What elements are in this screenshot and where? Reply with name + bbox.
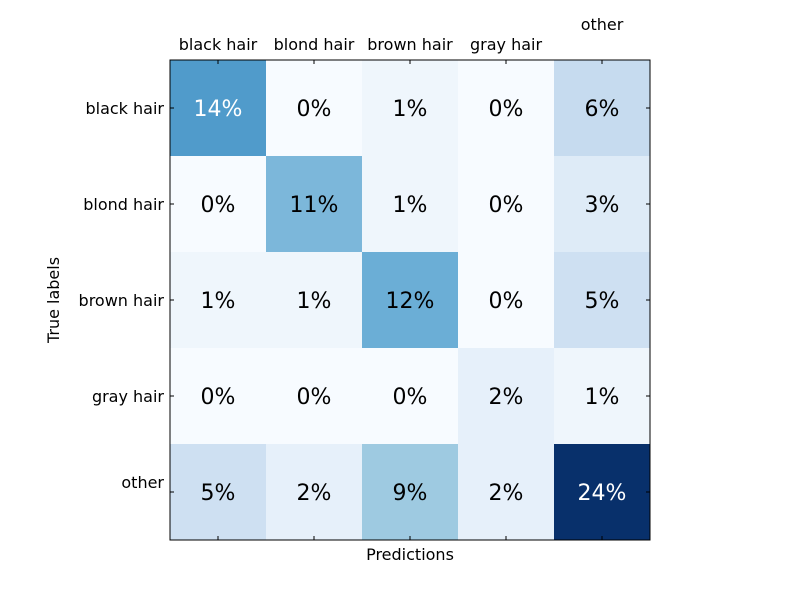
cell-value-label: 0% xyxy=(489,97,524,122)
heatmap-cell xyxy=(458,348,554,444)
heatmap-cell xyxy=(554,348,650,444)
heatmap-cell xyxy=(458,60,554,156)
cell-value-label: 6% xyxy=(585,97,620,122)
cell-value-label: 2% xyxy=(489,481,524,506)
cell-value-label: 1% xyxy=(393,97,428,122)
heatmap-cell xyxy=(170,348,266,444)
heatmap-cell xyxy=(362,252,458,348)
cell-value-label: 9% xyxy=(393,481,428,506)
y-tick-label: gray hair xyxy=(92,387,164,406)
heatmap-cell xyxy=(170,444,266,540)
cell-value-label: 0% xyxy=(201,193,236,218)
heatmap-cell xyxy=(554,444,650,540)
cell-value-label: 0% xyxy=(297,97,332,122)
y-axis-label: True labels xyxy=(44,257,63,344)
cell-value-label: 12% xyxy=(386,289,435,314)
heatmap-cell xyxy=(266,60,362,156)
heatmap-cell xyxy=(458,444,554,540)
x-tick-label: black hair xyxy=(179,35,258,54)
cell-value-label: 0% xyxy=(393,385,428,410)
y-tick-label: black hair xyxy=(85,99,164,118)
ticks-layer xyxy=(170,60,650,540)
cell-value-label: 3% xyxy=(585,193,620,218)
cell-value-label: 24% xyxy=(578,481,627,506)
cell-value-label: 0% xyxy=(489,193,524,218)
cell-value-label: 0% xyxy=(489,289,524,314)
cell-value-label: 14% xyxy=(194,97,243,122)
heatmap-cell xyxy=(458,156,554,252)
heatmap-cell xyxy=(554,156,650,252)
heatmap-cell xyxy=(554,60,650,156)
cell-value-label: 2% xyxy=(297,481,332,506)
heatmap-cell xyxy=(362,444,458,540)
y-tick-label: brown hair xyxy=(79,291,165,310)
heatmap-cell xyxy=(362,60,458,156)
heatmap-cell xyxy=(266,252,362,348)
cell-value-label: 5% xyxy=(585,289,620,314)
heatmap-cell xyxy=(266,348,362,444)
x-tick-label: other xyxy=(581,15,624,34)
heatmap-cell xyxy=(362,348,458,444)
cell-value-label: 1% xyxy=(585,385,620,410)
cell-value-label: 11% xyxy=(290,193,339,218)
cell-value-label: 2% xyxy=(489,385,524,410)
heatmap-cell xyxy=(458,252,554,348)
cell-value-label: 1% xyxy=(297,289,332,314)
heatmap-cell xyxy=(170,60,266,156)
x-axis-label: Predictions xyxy=(366,545,454,564)
heatmap-cell xyxy=(554,252,650,348)
cell-value-label: 1% xyxy=(393,193,428,218)
cell-value-label: 5% xyxy=(201,481,236,506)
y-tick-label: other xyxy=(121,473,164,492)
heatmap-cell xyxy=(266,444,362,540)
heatmap-cell xyxy=(170,156,266,252)
heatmap-cell xyxy=(170,252,266,348)
x-tick-label: brown hair xyxy=(367,35,453,54)
heatmap-cell xyxy=(362,156,458,252)
cell-labels-layer: 14% 0% 1% 0% 6% 0% 11% 1% 0% 3% 1% 1% 12% 0% 5% 0% 0% 0% 2… xyxy=(194,97,627,506)
tick-labels-layer: black hair blond hair brown hair gray hair o… xyxy=(79,15,624,492)
cells-layer xyxy=(170,60,650,540)
x-tick-label: gray hair xyxy=(470,35,542,54)
y-tick-label: blond hair xyxy=(83,195,164,214)
x-tick-label: blond hair xyxy=(274,35,355,54)
heatmap-cell xyxy=(266,156,362,252)
cell-value-label: 1% xyxy=(201,289,236,314)
cell-value-label: 0% xyxy=(297,385,332,410)
cell-value-label: 0% xyxy=(201,385,236,410)
